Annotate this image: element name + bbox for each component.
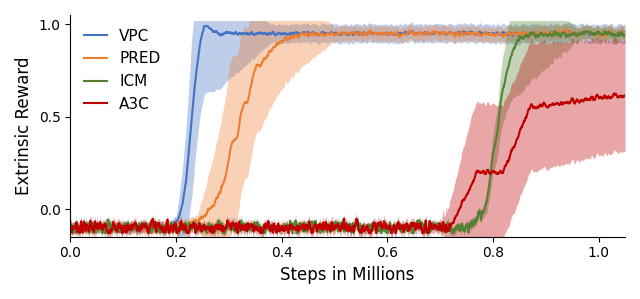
VPC [67,226,74,229]
VPC [621,31,629,35]
PRED [504,31,511,34]
ICM [621,33,629,37]
A3C [605,96,613,99]
ICM [605,30,613,34]
VPC [504,32,511,36]
PRED [67,226,74,230]
A3C [104,231,112,235]
A3C [605,95,612,99]
VPC [159,228,167,231]
A3C [67,224,74,228]
ICM [504,68,511,71]
PRED [322,33,330,37]
PRED [337,31,344,35]
A3C [504,159,511,163]
Legend: VPC, PRED, ICM, A3C: VPC, PRED, ICM, A3C [78,23,166,118]
PRED [605,31,613,35]
A3C [621,94,629,98]
PRED [621,31,629,35]
ICM [337,224,344,228]
VPC [200,24,208,28]
Line: PRED: PRED [70,29,625,231]
A3C [95,227,102,230]
PRED [605,32,613,36]
ICM [322,224,330,227]
Line: ICM: ICM [70,31,625,233]
ICM [605,30,613,34]
VPC [322,32,330,35]
ICM [95,225,102,229]
Line: A3C: A3C [70,94,625,233]
A3C [611,92,619,95]
ICM [67,225,74,229]
VPC [337,33,344,36]
PRED [95,225,102,228]
VPC [605,32,613,36]
VPC [605,32,613,35]
ICM [100,231,108,235]
A3C [337,228,344,232]
PRED [132,229,140,232]
Y-axis label: Extrinsic Reward: Extrinsic Reward [15,57,33,195]
A3C [322,221,330,225]
X-axis label: Steps in Millions: Steps in Millions [280,266,415,284]
VPC [95,225,102,229]
PRED [563,28,571,31]
ICM [601,29,609,33]
Line: VPC: VPC [70,26,625,230]
